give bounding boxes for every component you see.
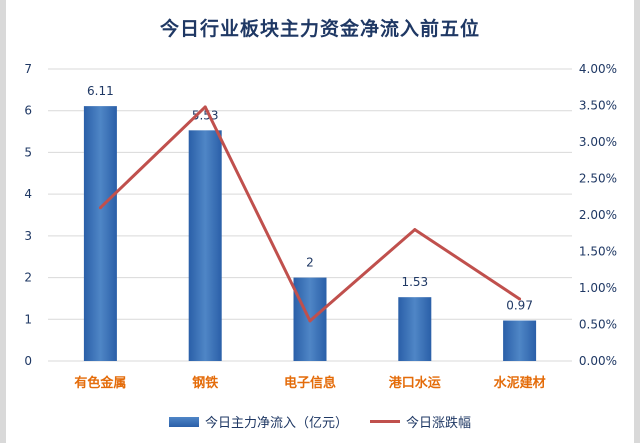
right-tick-label: 4.00%: [579, 62, 617, 76]
line-point: [413, 228, 417, 232]
right-tick-label: 1.00%: [579, 281, 617, 295]
bar-data-label: 0.97: [506, 299, 533, 313]
line-point: [308, 319, 312, 323]
right-tick-label: 0.50%: [579, 318, 617, 332]
legend-label-line: 今日涨跌幅: [406, 416, 472, 431]
right-tick-label: 2.50%: [579, 172, 617, 186]
bar: [503, 320, 537, 361]
right-axis-ticks: 0.00% 0.50% 1.00% 1.50% 2.00% 2.50% 3.00% 3.50%…: [579, 62, 617, 368]
chart-plot: 0 1 2 3 4 5 6 7 0.00% 0.50% 1.00% 1.50% 2.00% 2.50% 3…: [24, 62, 617, 391]
category-labels: 有色金属 钢铁 电子信息 港口水运 水泥建材: [74, 375, 545, 391]
bar-data-label: 6.11: [87, 84, 114, 98]
left-tick-label: 1: [24, 312, 32, 326]
category-label: 港口水运: [389, 375, 441, 391]
right-tick-label: 3.00%: [579, 135, 617, 149]
legend-swatch-bar: [168, 416, 199, 427]
left-tick-label: 7: [24, 62, 32, 76]
category-label: 电子信息: [284, 375, 336, 391]
bar: [188, 130, 222, 361]
bar-data-label: 1.53: [401, 275, 428, 289]
category-label: 水泥建材: [494, 375, 546, 391]
line-point: [518, 297, 522, 301]
line-point: [98, 206, 102, 210]
right-tick-label: 1.50%: [579, 245, 617, 259]
legend-label-bar: 今日主力净流入（亿元）: [204, 416, 348, 431]
bar: [83, 106, 117, 361]
left-tick-label: 4: [24, 187, 32, 201]
left-tick-label: 3: [24, 229, 32, 243]
legend-item-line: 今日涨跌幅: [370, 412, 471, 431]
left-tick-label: 0: [24, 354, 32, 368]
line-point: [203, 105, 207, 109]
left-tick-label: 6: [24, 104, 32, 118]
right-tick-label: 0.00%: [579, 354, 617, 368]
left-axis-ticks: 0 1 2 3 4 5 6 7: [24, 62, 32, 368]
legend: 今日主力净流入（亿元） 今日涨跌幅: [6, 412, 634, 431]
legend-item-bar: 今日主力净流入（亿元）: [168, 412, 348, 431]
legend-swatch-line: [370, 420, 400, 423]
right-tick-label: 2.00%: [579, 208, 617, 222]
left-tick-label: 5: [24, 145, 32, 159]
left-tick-label: 2: [24, 271, 32, 285]
line-series: [98, 105, 522, 323]
category-label: 钢铁: [192, 375, 218, 391]
bar: [398, 297, 432, 361]
chart-title: 今日行业板块主力资金净流入前五位: [159, 18, 480, 40]
bar-data-label: 2: [306, 256, 314, 270]
category-label: 有色金属: [74, 375, 126, 391]
bar-series: [83, 106, 537, 361]
right-tick-label: 3.50%: [579, 99, 617, 113]
